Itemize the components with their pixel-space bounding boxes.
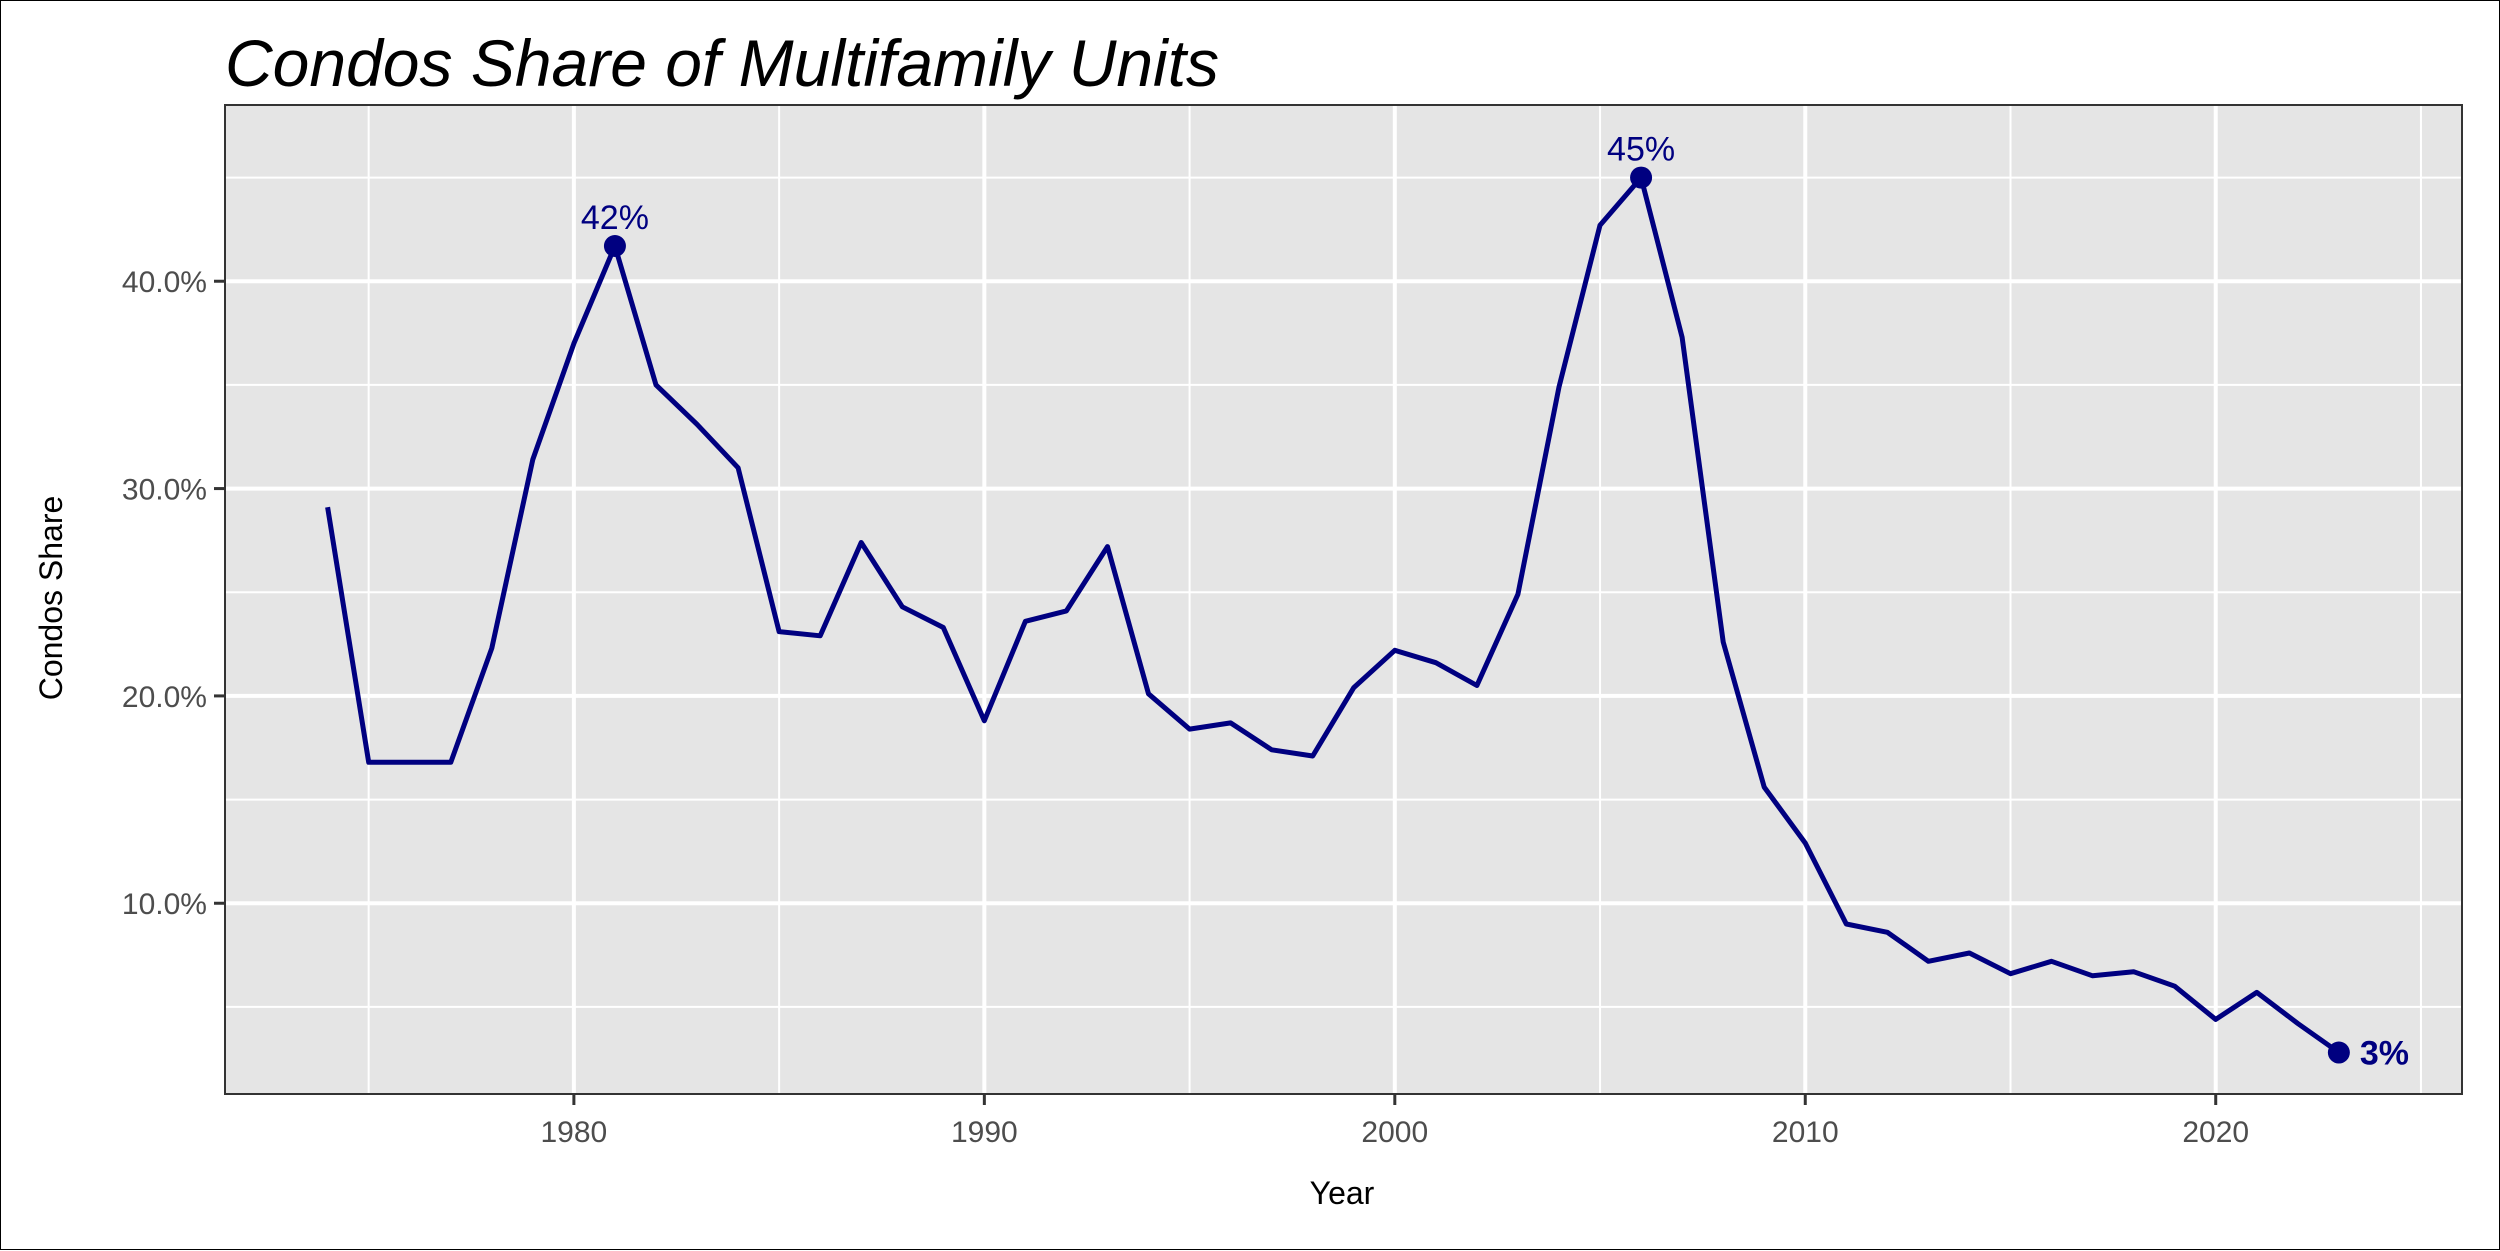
y-tick-label: 30.0% (122, 474, 207, 507)
y-tick-label: 10.0% (122, 888, 207, 921)
x-tick-label: 2010 (1772, 1116, 1839, 1149)
highlight-point (1630, 166, 1653, 189)
highlight-point (603, 234, 626, 257)
plot-panel (225, 105, 2462, 1094)
panel-border (224, 104, 2463, 1095)
x-tick-label: 1980 (541, 1116, 608, 1149)
x-tick-label: 2020 (2182, 1116, 2249, 1149)
point-label: 3% (2360, 1035, 2409, 1073)
x-tick-label: 2000 (1361, 1116, 1428, 1149)
y-tick-label: 40.0% (122, 266, 207, 299)
highlight-point (2327, 1041, 2350, 1064)
x-tick-label: 1990 (951, 1116, 1018, 1149)
y-tick-label: 20.0% (122, 681, 207, 714)
point-label: 42% (581, 199, 649, 237)
axes: 1980 1990 2000 2010 2020 10.0% 20.0% 30.0% 40.0% (122, 104, 2463, 1149)
chart-title: Condos Share of Multifamily Units (225, 26, 1219, 100)
x-axis-title: Year (1310, 1175, 1375, 1211)
highlight-points: 42% 45% 3% (581, 131, 2409, 1073)
minor-gridlines (225, 105, 2462, 1094)
major-gridlines (225, 105, 2462, 1094)
series-line (325, 175, 2341, 1055)
y-axis-title: Condos Share (33, 496, 69, 701)
point-label: 45% (1607, 131, 1675, 169)
